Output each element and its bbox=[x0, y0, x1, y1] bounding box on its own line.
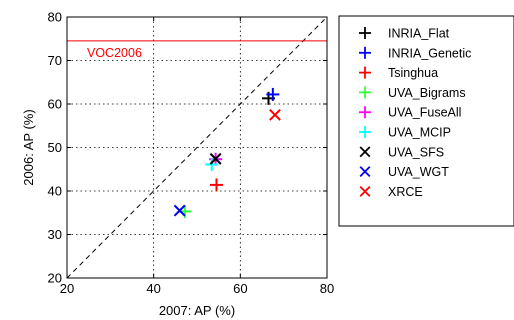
data-point-uva-mcip bbox=[205, 157, 219, 171]
y-axis-label: 2006: AP (%) bbox=[21, 109, 36, 185]
data-point-uva-sfs bbox=[209, 152, 222, 165]
legend-label: UVA_Bigrams bbox=[388, 86, 466, 100]
legend-marker-uva-bigrams bbox=[359, 86, 371, 99]
legend-marker-uva-sfs bbox=[359, 146, 371, 158]
legend-marker-uva-wgt bbox=[359, 166, 371, 178]
legend-label: UVA_MCIP bbox=[388, 126, 451, 140]
legend: INRIA_Flat INRIA_Genetic Tsinghua UVA_Bigra… bbox=[338, 15, 514, 227]
y-tick-label: 70 bbox=[48, 53, 62, 68]
x-tick-label: 80 bbox=[320, 281, 334, 296]
y-tick-label: 40 bbox=[48, 184, 62, 199]
data-point-xrce-d2 bbox=[269, 108, 281, 121]
x-axis-label: 2007: AP (%) bbox=[159, 303, 235, 318]
data-point-tsinghua bbox=[210, 178, 223, 192]
legend-label: UVA_SFS bbox=[388, 145, 444, 159]
data-point-uva-wgt bbox=[173, 204, 186, 217]
data-point-xrce bbox=[269, 108, 281, 121]
y-tick-label: 50 bbox=[48, 140, 62, 155]
y-tick-label: 60 bbox=[48, 97, 62, 112]
plot-area: VOC2006 20 40 60 80 20 30 40 50 60 70 80 2007: AP (%… bbox=[21, 10, 334, 319]
legend-label: INRIA_Flat bbox=[388, 27, 450, 41]
x-tick-label: 40 bbox=[146, 281, 160, 296]
diagonal-reference-line bbox=[66, 16, 328, 279]
legend-label: INRIA_Genetic bbox=[388, 46, 471, 60]
x-tick-label: 60 bbox=[233, 281, 247, 296]
legend-marker-uva-fuseall bbox=[359, 106, 371, 119]
legend-marker-inria-genetic bbox=[359, 46, 371, 59]
legend-marker-inria-flat bbox=[359, 27, 371, 39]
legend-marker-uva-mcip bbox=[359, 126, 371, 138]
data-point-uva-wgt-d2 bbox=[173, 204, 186, 217]
voc2006-label: VOC2006 bbox=[87, 46, 142, 60]
legend-marker-xrce-d2 bbox=[359, 185, 371, 197]
legend-marker-uva-wgt-d2 bbox=[359, 166, 371, 178]
legend-label: UVA_WGT bbox=[388, 165, 449, 179]
legend-box bbox=[338, 15, 514, 227]
legend-label: Tsinghua bbox=[388, 66, 438, 80]
data-point-uva-sfs-d2 bbox=[209, 152, 222, 165]
x-tick-label: 20 bbox=[60, 281, 74, 296]
data-point-inria-genetic bbox=[266, 87, 280, 101]
y-tick-label: 20 bbox=[48, 271, 62, 286]
legend-marker-uva-sfs-d2 bbox=[359, 146, 371, 158]
legend-label: UVA_FuseAll bbox=[388, 106, 461, 120]
legend-marker-tsinghua bbox=[359, 66, 371, 79]
legend-label: XRCE bbox=[388, 185, 423, 199]
y-tick-label: 80 bbox=[48, 10, 62, 25]
y-tick-label: 30 bbox=[48, 227, 62, 242]
legend-marker-xrce bbox=[359, 185, 371, 197]
